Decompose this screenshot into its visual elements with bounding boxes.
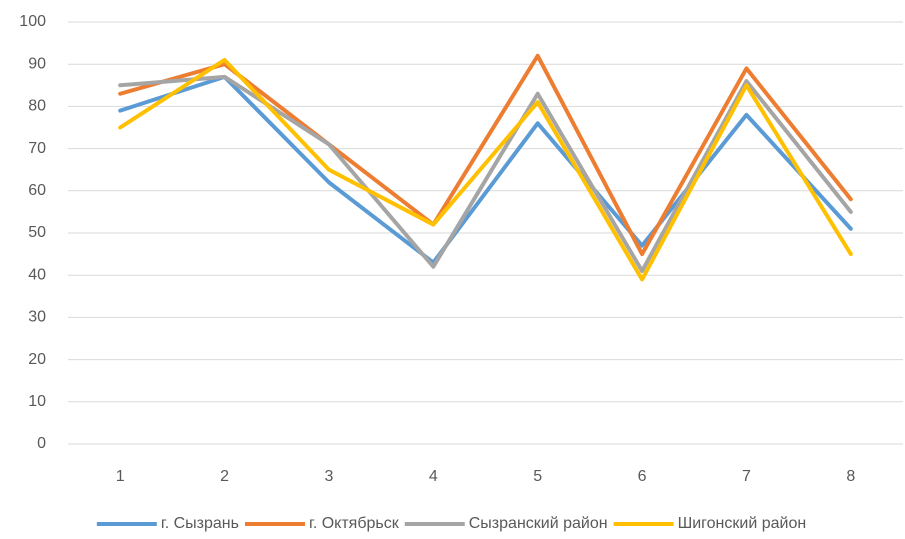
x-tick-label: 6 (638, 468, 647, 485)
x-tick-label: 1 (116, 468, 125, 485)
y-tick-label: 0 (37, 435, 46, 452)
legend-label: Сызранский район (469, 515, 608, 532)
y-tick-label: 60 (28, 182, 46, 199)
y-tick-label: 100 (19, 13, 46, 30)
x-tick-label: 4 (429, 468, 438, 485)
x-tick-label: 3 (324, 468, 333, 485)
legend-label: г. Сызрань (161, 515, 239, 532)
y-tick-label: 90 (28, 55, 46, 72)
y-tick-label: 10 (28, 393, 46, 410)
series-line (118, 74, 853, 265)
y-tick-label: 70 (28, 140, 46, 157)
y-tick-label: 40 (28, 266, 46, 283)
x-tick-label: 7 (742, 468, 751, 485)
y-tick-label: 30 (28, 309, 46, 326)
x-tick-label: 8 (846, 468, 855, 485)
legend-label: Шигонский район (678, 515, 807, 532)
x-tick-label: 5 (533, 468, 542, 485)
series-line (118, 74, 853, 273)
legend-label: г. Октябрьск (309, 515, 400, 532)
y-tick-label: 20 (28, 351, 46, 368)
x-tick-label: 2 (220, 468, 229, 485)
series-line (118, 57, 853, 282)
y-tick-label: 80 (28, 98, 46, 115)
y-tick-label: 50 (28, 224, 46, 241)
series-line (118, 53, 853, 257)
